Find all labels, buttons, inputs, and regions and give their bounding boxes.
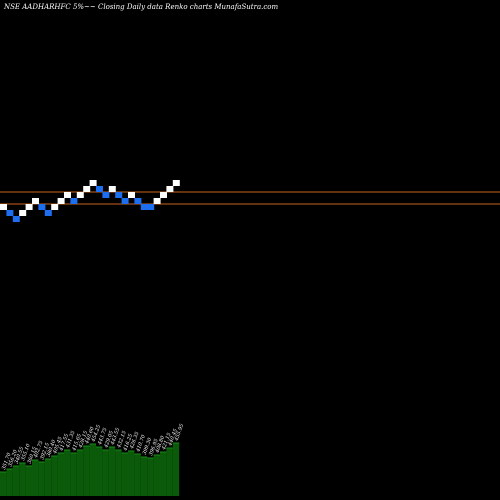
volume-label: 356.20: [7, 448, 19, 467]
volume-label: 432.15: [116, 430, 128, 449]
volume-label: 380.40: [46, 438, 58, 457]
renko-brick-down: [6, 210, 14, 216]
volume-bar: [121, 453, 128, 496]
volume-bar: [12, 466, 20, 496]
volume-bar: [44, 459, 52, 496]
volume-label: 417.55: [58, 433, 70, 452]
volume-bar: [172, 443, 180, 496]
volume-bar: [25, 466, 32, 496]
volume-label: 415.65: [71, 433, 83, 452]
volume-label: 340.55: [14, 446, 26, 464]
volume-bar: [51, 456, 58, 496]
renko-brick-down: [12, 216, 20, 222]
volume-bar: [32, 460, 39, 496]
volume-label: 428.15: [77, 430, 89, 449]
renko-brick-down: [96, 186, 103, 192]
volume-bar: [6, 469, 13, 496]
renko-brick-up: [19, 210, 27, 216]
renko-brick-down: [140, 204, 148, 210]
volume-label: 416.25: [122, 433, 134, 452]
renko-brick-down: [134, 198, 142, 204]
volume-label: 421.15: [161, 432, 173, 451]
renko-brick-up: [64, 192, 71, 198]
volume-bar: [128, 451, 135, 496]
volume-label: 402.75: [33, 440, 45, 459]
volume-label: 360.15: [27, 446, 39, 464]
renko-bricks: [0, 180, 180, 222]
volume-bar: [102, 450, 109, 496]
renko-brick-up: [153, 198, 161, 204]
volume-label: 426.35: [129, 431, 141, 450]
volume-bar: [64, 450, 71, 496]
volume-label: 455.95: [173, 423, 185, 442]
volume-label: 351.70: [1, 451, 13, 470]
renko-brick-up: [57, 198, 65, 204]
renko-brick-up: [32, 198, 39, 204]
renko-brick-up: [108, 186, 116, 192]
volume-label: 399.30: [142, 436, 154, 455]
volume-bar: [38, 462, 45, 496]
volume-bar: [57, 453, 64, 496]
renko-brick-up: [51, 204, 59, 210]
renko-brick-down: [44, 210, 52, 216]
volume-label: 431.35: [65, 430, 77, 449]
renko-brick-down: [70, 198, 78, 204]
volume-bar: [70, 453, 77, 496]
volume-label: 440.45: [167, 428, 179, 447]
volume-bar: [0, 472, 7, 496]
volume-bar: [160, 452, 167, 496]
volume-bar: [76, 450, 84, 496]
volume-label: 355.10: [20, 442, 32, 461]
renko-brick-down: [102, 192, 110, 198]
volume-bar: [147, 458, 154, 496]
volume-bar: [140, 457, 148, 496]
renko-brick-up: [172, 180, 180, 186]
volume-bars: [0, 442, 180, 496]
volume-label: 405.45: [52, 436, 64, 455]
volume-bar: [115, 450, 122, 496]
volume-bar: [19, 463, 26, 496]
renko-brick-up: [166, 186, 174, 192]
volume-bar: [89, 444, 96, 496]
volume-bar: [83, 446, 90, 496]
volume-bar: [166, 448, 173, 496]
renko-brick-down: [38, 204, 46, 210]
volume-bar: [108, 447, 116, 496]
volume-bar: [134, 454, 141, 496]
volume-label: 454.25: [90, 424, 102, 443]
volume-labels: 351.70356.20340.55355.10360.15402.75392.…: [1, 423, 185, 470]
volume-bar: [96, 447, 103, 496]
renko-brick-up: [25, 204, 33, 210]
volume-label: 443.75: [97, 427, 109, 446]
volume-label: 392.15: [39, 442, 51, 460]
volume-label: 429.05: [103, 430, 115, 449]
volume-label: 443.55: [109, 427, 121, 446]
renko-brick-down: [147, 204, 155, 210]
renko-brick-up: [76, 192, 84, 198]
renko-brick-up: [89, 180, 97, 186]
renko-brick-down: [115, 192, 123, 198]
renko-brick-up: [0, 204, 7, 210]
renko-brick-down: [121, 198, 129, 204]
renko-brick-up: [128, 192, 135, 198]
chart-title: NSE AADHARHFC 5%~~ Closing Daily data Re…: [3, 3, 278, 11]
renko-brick-up: [83, 186, 91, 192]
volume-bar: [153, 455, 160, 496]
renko-brick-up: [160, 192, 167, 198]
volume-label: 396.95: [148, 438, 160, 456]
